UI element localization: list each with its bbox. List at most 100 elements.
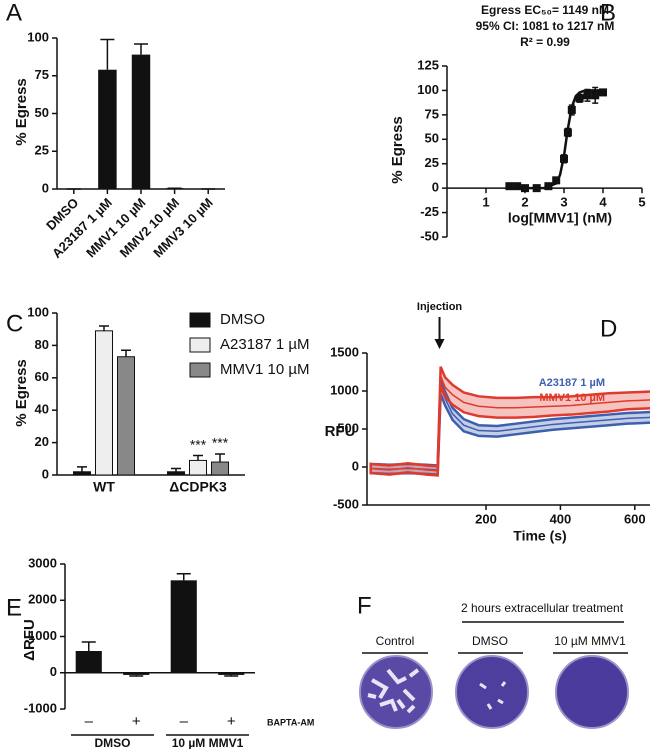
x-tick-label: 2 bbox=[521, 194, 528, 209]
y-tick-label: 20 bbox=[35, 434, 49, 449]
y-tick-label: 75 bbox=[35, 67, 49, 82]
error-bar bbox=[81, 641, 96, 651]
legend-swatch bbox=[189, 312, 211, 328]
x-tick-label: MMV3 10 µM bbox=[150, 195, 215, 260]
panel-letter: D bbox=[600, 315, 617, 342]
x-tick-label: – bbox=[85, 713, 94, 730]
panel-letter: C bbox=[6, 310, 23, 337]
error-bar bbox=[100, 38, 115, 70]
error-bar bbox=[77, 466, 87, 472]
treatment-heading: 2 hours extracellular treatment bbox=[461, 601, 624, 615]
panel-letter: E bbox=[6, 594, 22, 621]
y-tick-label: 0 bbox=[42, 180, 49, 195]
annotation: Injection bbox=[417, 301, 463, 313]
y-tick-label: 25 bbox=[425, 155, 439, 170]
y-tick-label: 500 bbox=[337, 420, 359, 435]
x-tick-label: 4 bbox=[599, 194, 607, 209]
bar bbox=[75, 651, 102, 673]
chart-title: R² = 0.99 bbox=[520, 35, 570, 49]
y-axis-label: % Egress bbox=[389, 116, 406, 184]
significance: *** bbox=[190, 436, 207, 452]
point bbox=[583, 91, 592, 100]
y-tick-label: 100 bbox=[27, 29, 49, 44]
plate bbox=[359, 655, 433, 729]
x-tick-label: WT bbox=[93, 479, 115, 495]
significance: *** bbox=[212, 435, 229, 451]
plate-label: Control bbox=[376, 634, 415, 648]
y-tick-label: 1000 bbox=[28, 628, 57, 643]
bar bbox=[95, 330, 113, 476]
panel-letter: A bbox=[6, 0, 22, 26]
series-line bbox=[370, 386, 650, 471]
bar bbox=[189, 459, 207, 476]
y-tick-label: 25 bbox=[35, 143, 49, 158]
y-axis-label: % Egress bbox=[13, 359, 30, 427]
bar bbox=[170, 580, 197, 673]
bar bbox=[131, 54, 151, 189]
treatment-label: BAPTA-AM bbox=[267, 717, 314, 727]
panel-letter: B bbox=[600, 0, 616, 26]
point bbox=[560, 154, 568, 163]
legend-label: MMV1 10 µM bbox=[220, 361, 310, 378]
plate-label: DMSO bbox=[472, 634, 508, 648]
error-bar bbox=[215, 453, 225, 463]
bar bbox=[218, 672, 245, 675]
error-bar bbox=[134, 43, 148, 55]
plate bbox=[455, 655, 529, 729]
error-bar bbox=[121, 349, 131, 357]
error-bar bbox=[193, 454, 203, 461]
y-tick-label: 80 bbox=[35, 337, 49, 352]
x-tick-label: + bbox=[227, 713, 236, 730]
y-axis-label: % Egress bbox=[13, 78, 30, 146]
x-tick-label: + bbox=[132, 713, 141, 730]
chart-title: 95% CI: 1081 to 1217 nM bbox=[476, 19, 615, 33]
y-tick-label: 60 bbox=[35, 369, 49, 384]
plate-label: 10 µM MMV1 bbox=[554, 634, 626, 648]
arrow-head bbox=[434, 339, 445, 349]
bar bbox=[123, 672, 150, 675]
x-tick-label: 600 bbox=[624, 511, 646, 526]
x-tick-label: – bbox=[180, 713, 189, 730]
y-tick-label: 50 bbox=[35, 105, 49, 120]
y-tick-label: 0 bbox=[352, 458, 359, 473]
point bbox=[552, 176, 561, 185]
x-tick-label: ΔCDPK3 bbox=[169, 479, 227, 495]
legend-swatch bbox=[189, 337, 211, 353]
fit-curve bbox=[505, 89, 603, 190]
point bbox=[544, 182, 553, 191]
legend-label: A23187 1 µM bbox=[220, 336, 310, 353]
error-bar bbox=[224, 674, 239, 677]
y-tick-label: 50 bbox=[425, 131, 439, 146]
error-bar bbox=[129, 674, 144, 677]
point bbox=[521, 184, 529, 193]
y-tick-label: 1000 bbox=[330, 382, 359, 397]
legend-label: A23187 1 µM bbox=[539, 377, 605, 389]
y-tick-label: 100 bbox=[417, 82, 439, 97]
error-bar bbox=[99, 325, 109, 331]
series-line bbox=[370, 375, 650, 472]
y-tick-label: -500 bbox=[333, 496, 359, 511]
error-bar bbox=[176, 573, 191, 581]
y-tick-label: 100 bbox=[27, 304, 49, 319]
y-tick-label: 0 bbox=[42, 466, 49, 481]
group-label: DMSO bbox=[95, 736, 131, 749]
point bbox=[505, 182, 514, 191]
point bbox=[513, 182, 522, 191]
x-axis-label: Time (s) bbox=[513, 528, 566, 544]
group-label: 10 µM MMV1 bbox=[172, 736, 244, 749]
bar bbox=[167, 471, 185, 476]
bar bbox=[98, 69, 117, 189]
bar bbox=[211, 461, 229, 476]
x-tick-label: 5 bbox=[638, 194, 645, 209]
error-bar bbox=[171, 467, 181, 472]
y-tick-label: -25 bbox=[420, 204, 439, 219]
y-tick-label: 2000 bbox=[28, 592, 57, 607]
y-tick-label: 1500 bbox=[330, 344, 359, 359]
point bbox=[591, 91, 600, 100]
bar bbox=[117, 356, 135, 476]
x-tick-label: 1 bbox=[482, 194, 489, 209]
x-tick-label: 200 bbox=[475, 511, 497, 526]
chart-title: Egress EC₅₀= 1149 nM bbox=[481, 3, 609, 17]
x-tick-label: 400 bbox=[550, 511, 572, 526]
point bbox=[599, 88, 607, 97]
